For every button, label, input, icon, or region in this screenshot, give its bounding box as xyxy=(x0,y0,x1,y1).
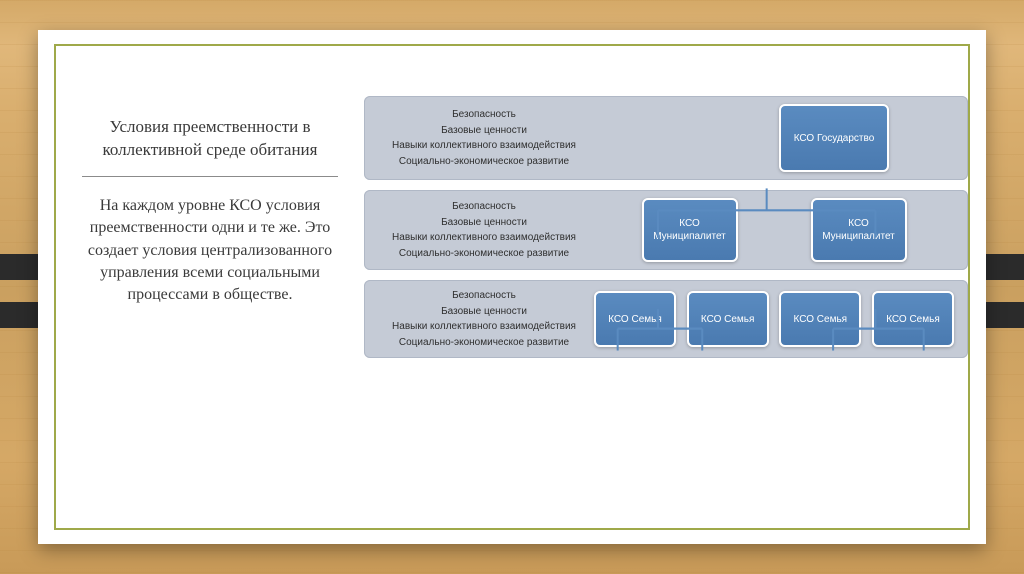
diagram-column: Безопасность Базовые ценности Навыки кол… xyxy=(364,46,968,528)
condition-item: Навыки коллективного взаимодействия xyxy=(378,230,590,246)
node-family: КСО Семья xyxy=(687,291,769,347)
condition-item: Базовые ценности xyxy=(378,215,590,231)
diagram-band-3: Безопасность Базовые ценности Навыки кол… xyxy=(364,280,968,358)
node-family: КСО Семья xyxy=(872,291,954,347)
node-municipality: КСО Муниципалитет xyxy=(811,198,907,262)
slide-title: Условия преемственности в коллективной с… xyxy=(74,116,346,162)
diagram-band-1: Безопасность Базовые ценности Навыки кол… xyxy=(364,96,968,180)
node-family: КСО Семья xyxy=(594,291,676,347)
diagram-band-2: Безопасность Базовые ценности Навыки кол… xyxy=(364,190,968,270)
condition-item: Навыки коллективного взаимодействия xyxy=(378,319,590,335)
band-nodes-3: КСО Семья КСО Семья КСО Семья КСО Семья xyxy=(590,291,958,347)
slide-body: На каждом уровне КСО условия преемственн… xyxy=(74,195,346,307)
band-conditions-3: Безопасность Базовые ценности Навыки кол… xyxy=(378,288,590,350)
node-state: КСО Государство xyxy=(779,104,889,172)
band-conditions-2: Безопасность Базовые ценности Навыки кол… xyxy=(378,199,590,261)
condition-item: Безопасность xyxy=(378,107,590,123)
condition-item: Базовые ценности xyxy=(378,304,590,320)
condition-item: Социально-экономическое развитие xyxy=(378,335,590,351)
band-nodes-1: КСО Государство xyxy=(590,104,958,172)
band-conditions-1: Безопасность Базовые ценности Навыки кол… xyxy=(378,107,590,169)
slide: Условия преемственности в коллективной с… xyxy=(38,30,986,544)
condition-item: Социально-экономическое развитие xyxy=(378,246,590,262)
condition-item: Безопасность xyxy=(378,288,590,304)
condition-item: Навыки коллективного взаимодействия xyxy=(378,138,590,154)
text-column: Условия преемственности в коллективной с… xyxy=(56,46,364,528)
title-divider xyxy=(82,176,338,177)
node-family: КСО Семья xyxy=(779,291,861,347)
condition-item: Социально-экономическое развитие xyxy=(378,154,590,170)
condition-item: Безопасность xyxy=(378,199,590,215)
node-municipality: КСО Муниципалитет xyxy=(642,198,738,262)
band-nodes-2: КСО Муниципалитет КСО Муниципалитет xyxy=(590,198,958,262)
slide-content: Условия преемственности в коллективной с… xyxy=(56,46,968,528)
condition-item: Базовые ценности xyxy=(378,123,590,139)
